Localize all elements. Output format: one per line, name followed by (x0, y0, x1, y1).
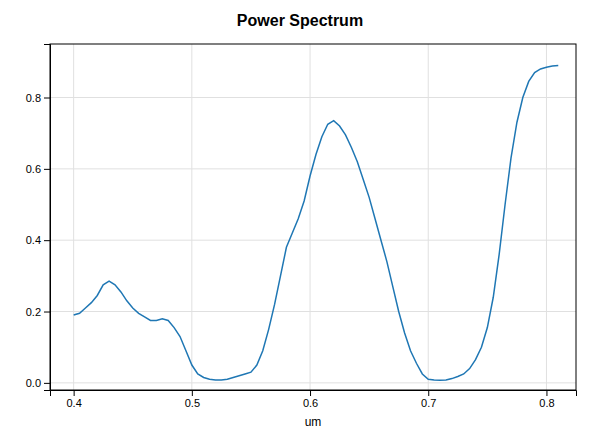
grid-line-y (50, 240, 576, 241)
grid-line-x (73, 44, 74, 390)
x-tick-label: 0.5 (185, 397, 200, 409)
y-axis-line (44, 45, 51, 391)
grid-line-x (310, 44, 311, 390)
y-tick: 0.6 (26, 163, 50, 175)
y-tick-mark (44, 169, 50, 170)
grid-line-y (50, 311, 576, 312)
x-axis-label: um (305, 415, 322, 429)
x-tick-mark (192, 390, 193, 396)
y-tick-mark (44, 240, 50, 241)
marks (74, 65, 559, 380)
x-tick-mark (310, 390, 311, 396)
y-tick-mark (44, 312, 50, 313)
y-tick: 0.0 (26, 377, 50, 389)
x-tick-label: 0.8 (539, 397, 554, 409)
x-tick: 0.4 (66, 390, 81, 409)
grid-line-y (50, 168, 576, 169)
line (74, 65, 559, 380)
x-tick-mark (546, 390, 547, 396)
grid (50, 44, 576, 390)
grid-line-x (546, 44, 547, 390)
grid-line-y (50, 97, 576, 98)
y-tick-label: 0.0 (26, 377, 41, 389)
y-axis: 0.0 0.2 0.4 0.6 0.8 (26, 45, 51, 391)
y-tick: 0.4 (26, 234, 50, 246)
x-axis: 0.4 0.5 0.6 0.7 0.8 (51, 390, 577, 409)
x-tick-label: 0.7 (421, 397, 436, 409)
x-tick-label: 0.4 (66, 397, 81, 409)
y-tick-label: 0.4 (26, 234, 41, 246)
y-tick-label: 0.8 (26, 92, 41, 104)
x-tick-label: 0.6 (303, 397, 318, 409)
y-tick: 0.8 (26, 92, 50, 104)
y-tick-mark (44, 383, 50, 384)
plot-frame (50, 44, 576, 390)
x-tick-mark (428, 390, 429, 396)
y-tick: 0.2 (26, 306, 50, 318)
x-tick-mark (74, 390, 75, 396)
y-tick-label: 0.6 (26, 163, 41, 175)
y-tick-label: 0.2 (26, 306, 41, 318)
y-tick-mark (44, 98, 50, 99)
plot-area: 0.4 0.5 0.6 0.7 0.8 0.0 0.2 0.4 0.6 0.8 (26, 44, 577, 409)
x-tick: 0.6 (303, 390, 318, 409)
chart: Power Spectrum0.40.50.60.70.80.00.20.40.… (0, 0, 600, 438)
x-tick: 0.7 (421, 390, 436, 409)
grid-line-y (50, 382, 576, 383)
x-tick: 0.5 (185, 390, 200, 409)
title: Power Spectrum (237, 12, 363, 29)
grid-line-x (428, 44, 429, 390)
grid-line-x (191, 44, 192, 390)
x-tick: 0.8 (539, 390, 554, 409)
x-axis-line (51, 391, 577, 397)
